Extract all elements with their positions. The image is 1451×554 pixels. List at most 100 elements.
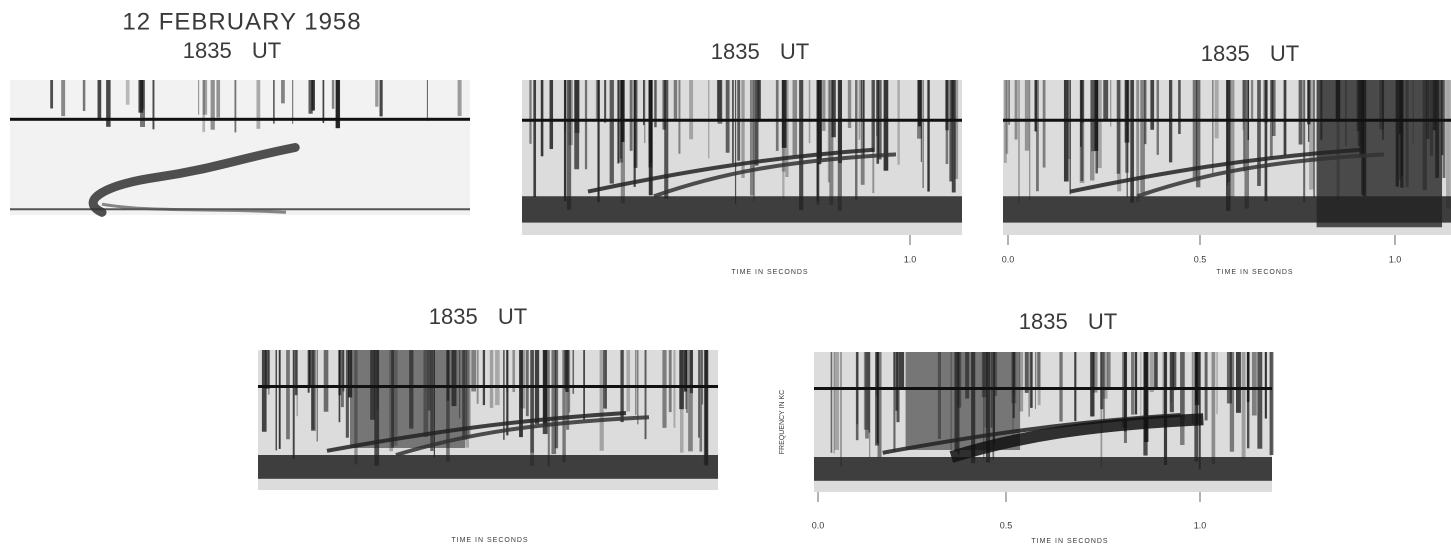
atmospheric-streak: [292, 80, 294, 124]
atmospheric-streak: [897, 80, 900, 165]
time-axis-label: TIME IN SECONDS: [1031, 538, 1108, 545]
atmospheric-streak: [754, 80, 759, 166]
atmospheric-streak: [1080, 80, 1084, 181]
atmospheric-streak: [426, 80, 428, 121]
atmospheric-streak: [1195, 80, 1201, 188]
atmospheric-streak: [340, 350, 344, 408]
reference-line: [10, 117, 470, 121]
atmospheric-streak: [816, 80, 820, 206]
atmospheric-streak: [662, 350, 667, 428]
whistler-trace: [395, 415, 650, 457]
atmospheric-streak: [466, 350, 471, 438]
noise-block: [350, 350, 465, 448]
atmospheric-streak: [679, 350, 684, 410]
atmospheric-streak: [210, 80, 215, 130]
atmospheric-streak: [1036, 352, 1041, 388]
atmospheric-streak: [1036, 80, 1039, 192]
atmospheric-streak: [476, 350, 479, 404]
panel-label: 1835 UT: [429, 304, 527, 329]
atmospheric-streak: [525, 350, 529, 417]
atmospheric-streak: [311, 80, 315, 111]
atmospheric-streak: [922, 80, 924, 189]
atmospheric-streak: [626, 350, 630, 412]
atmospheric-streak: [574, 80, 580, 170]
atmospheric-streak: [883, 80, 889, 171]
atmospheric-streak: [1247, 80, 1250, 141]
atmospheric-streak: [281, 80, 285, 104]
time-axis-label: TIME IN SECONDS: [451, 537, 528, 544]
reference-line: [814, 387, 1272, 390]
atmospheric-streak: [1251, 352, 1257, 416]
atmospheric-streak: [1211, 352, 1216, 465]
atmospheric-streak: [202, 80, 208, 115]
atmospheric-streak: [876, 80, 880, 164]
atmospheric-streak: [307, 350, 310, 393]
atmospheric-streak: [644, 350, 647, 440]
atmospheric-streak: [1216, 352, 1218, 415]
whistler-trace: [1069, 147, 1362, 194]
atmospheric-streak: [703, 350, 709, 465]
atmospheric-streak: [868, 352, 871, 433]
spectrogram-panel: 1835 UT 0.0 0.5 1.0 TIME IN SECONDS: [1002, 41, 1451, 276]
atmospheric-streak: [749, 80, 755, 196]
atmospheric-streak: [865, 352, 869, 439]
atmospheric-streak: [899, 352, 905, 390]
atmospheric-streak: [855, 80, 858, 200]
atmospheric-streak: [1441, 80, 1444, 156]
atmospheric-streak: [529, 80, 532, 144]
atmospheric-streak: [1169, 352, 1174, 413]
atmospheric-streak: [1309, 80, 1314, 190]
atmospheric-streak: [275, 350, 278, 451]
atmospheric-streak: [1230, 80, 1235, 197]
atmospheric-streak: [1030, 352, 1033, 408]
panel-label: 1835 UT: [1201, 41, 1299, 66]
atmospheric-streak: [785, 80, 789, 177]
atmospheric-streak: [1018, 80, 1020, 204]
atmospheric-streak: [1204, 352, 1208, 421]
atmospheric-streak: [1136, 80, 1140, 202]
panel-label: 1835 UT: [1019, 309, 1117, 334]
atmospheric-streak: [673, 80, 678, 120]
atmospheric-streak: [335, 80, 341, 129]
atmospheric-streak: [471, 350, 476, 392]
atmospheric-streak: [635, 350, 637, 415]
atmospheric-streak: [50, 80, 54, 109]
atmospheric-streak: [799, 80, 804, 211]
atmospheric-streak: [1264, 80, 1268, 202]
atmospheric-streak: [654, 80, 657, 128]
atmospheric-streak: [1034, 80, 1037, 132]
atmospheric-streak: [1103, 352, 1106, 420]
low-frequency-band: [258, 455, 718, 479]
atmospheric-streak: [1079, 80, 1085, 184]
atmospheric-streak: [834, 352, 840, 450]
atmospheric-streak: [648, 80, 650, 144]
atmospheric-streak: [584, 80, 588, 170]
atmospheric-streak: [775, 80, 779, 151]
atmospheric-streak: [1180, 352, 1185, 446]
atmospheric-streak: [604, 80, 607, 123]
atmospheric-streak: [565, 350, 569, 392]
atmospheric-streak: [949, 80, 953, 182]
atmospheric-streak: [1308, 80, 1310, 142]
atmospheric-streak: [817, 80, 822, 165]
atmospheric-streak: [1144, 80, 1147, 145]
atmospheric-streak: [643, 80, 646, 144]
spectrogram-background: [10, 80, 470, 215]
atmospheric-streak: [1192, 80, 1198, 179]
time-tick-label: 1.0: [1389, 254, 1402, 264]
figure-date: 12 FEBRUARY 1958: [122, 8, 361, 35]
atmospheric-streak: [202, 80, 206, 133]
atmospheric-streak: [662, 80, 666, 130]
atmospheric-streak: [140, 80, 146, 128]
atmospheric-streak: [1226, 352, 1232, 404]
time-tick-label: 0.5: [1000, 520, 1013, 530]
atmospheric-streak: [1246, 352, 1250, 449]
atmospheric-streak: [1140, 352, 1142, 416]
atmospheric-streak: [379, 80, 383, 117]
atmospheric-streak: [688, 350, 693, 452]
atmospheric-streak: [375, 80, 379, 107]
atmospheric-streak: [292, 350, 295, 459]
atmospheric-streak: [97, 80, 102, 120]
atmospheric-streak: [311, 350, 316, 431]
